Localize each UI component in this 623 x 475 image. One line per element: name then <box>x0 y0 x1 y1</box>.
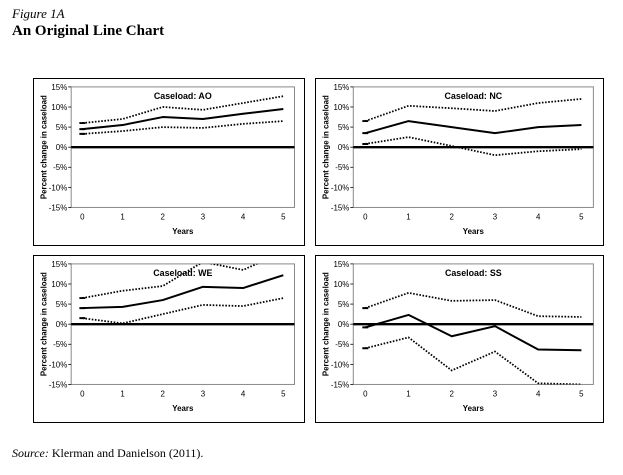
y-tick-label: 5% <box>56 300 67 309</box>
y-tick-label: 15% <box>51 260 67 269</box>
y-axis-label: Percent change in caseload <box>39 95 48 199</box>
figure-source: Source: Klerman and Danielson (2011). <box>12 446 203 461</box>
series-ci-line <box>364 98 582 122</box>
x-tick-label: 5 <box>579 389 584 398</box>
series-ci-line <box>82 95 284 124</box>
x-axis-label: Years <box>172 404 194 413</box>
panel-title: Caseload: SS <box>445 268 502 278</box>
x-tick-label: 1 <box>120 212 124 221</box>
y-tick-label: 5% <box>338 123 349 132</box>
y-tick-label: -15% <box>331 203 349 212</box>
y-tick-label: 10% <box>51 280 67 289</box>
y-tick-label: 15% <box>51 83 67 92</box>
series-ci-line <box>365 336 582 385</box>
y-tick-label: -10% <box>49 183 67 192</box>
x-tick-label: 4 <box>241 389 246 398</box>
y-tick-label: -15% <box>49 203 67 212</box>
y-tick-label: 10% <box>51 103 67 112</box>
y-tick-label: -15% <box>331 380 349 389</box>
x-tick-label: 0 <box>363 212 368 221</box>
x-tick-label: 3 <box>493 212 498 221</box>
x-tick-label: 0 <box>80 389 85 398</box>
chart-panel-ao: 15% 10% 5% 0% -5% -10% -15% 0 1 2 3 4 5 Caseload: AO Y… <box>33 78 305 246</box>
series-estimate-line <box>364 120 582 135</box>
x-tick-label: 3 <box>201 389 206 398</box>
source-text: Klerman and Danielson (2011). <box>48 446 204 460</box>
y-tick-label: -10% <box>331 360 349 369</box>
x-axis-label: Years <box>463 404 485 413</box>
y-tick-label: 0% <box>338 320 349 329</box>
x-tick-label: 2 <box>161 212 165 221</box>
figure-title: An Original Line Chart <box>12 23 165 39</box>
series-ci-line <box>82 120 284 135</box>
chart-panel-we: 15% 10% 5% 0% -5% -10% -15% 0 1 2 3 4 5 Caseload: WE Y… <box>33 255 305 423</box>
y-tick-label: 0% <box>338 143 349 152</box>
x-tick-label: 2 <box>450 212 454 221</box>
panel-title: Caseload: NC <box>444 91 502 101</box>
x-tick-label: 4 <box>536 212 541 221</box>
y-axis-label: Percent change in caseload <box>322 95 331 199</box>
x-tick-label: 3 <box>201 212 206 221</box>
y-tick-label: -10% <box>49 360 67 369</box>
x-tick-label: 1 <box>406 212 410 221</box>
x-tick-label: 4 <box>536 389 541 398</box>
x-tick-label: 0 <box>80 212 85 221</box>
y-tick-label: -10% <box>331 183 349 192</box>
y-tick-label: 15% <box>334 83 350 92</box>
y-tick-label: 5% <box>56 123 67 132</box>
chart-panel-nc: 15% 10% 5% 0% -5% -10% -15% 0 1 2 3 4 5 Caseload: NC Y… <box>315 78 604 246</box>
panel-title: Caseload: AO <box>154 91 212 101</box>
series-ci-line <box>82 297 284 325</box>
x-tick-label: 1 <box>406 389 410 398</box>
x-tick-label: 5 <box>281 212 286 221</box>
chart-panel-ss: 15% 10% 5% 0% -5% -10% -15% 0 1 2 3 4 5 Caseload: SS Y… <box>315 255 604 423</box>
y-tick-label: 10% <box>334 103 350 112</box>
x-tick-label: 5 <box>579 212 584 221</box>
x-tick-label: 2 <box>450 389 454 398</box>
y-tick-label: 5% <box>338 300 349 309</box>
x-axis-label: Years <box>463 227 485 236</box>
x-tick-label: 5 <box>281 389 286 398</box>
y-tick-label: 10% <box>334 280 350 289</box>
series-estimate-line <box>82 274 284 310</box>
panel-title: Caseload: WE <box>153 268 212 278</box>
series-ci-line <box>364 291 582 318</box>
x-tick-label: 1 <box>120 389 124 398</box>
y-tick-label: -5% <box>53 340 67 349</box>
series-estimate-line <box>82 108 284 131</box>
y-tick-label: 0% <box>56 320 67 329</box>
x-tick-label: 0 <box>363 389 368 398</box>
y-tick-label: -5% <box>53 163 67 172</box>
x-tick-label: 3 <box>493 389 498 398</box>
x-tick-label: 4 <box>241 212 246 221</box>
y-tick-label: -15% <box>49 380 67 389</box>
y-axis-label: Percent change in caseload <box>322 272 331 376</box>
y-axis-label: Percent change in caseload <box>39 272 48 376</box>
series-estimate-line <box>364 313 582 352</box>
y-tick-label: -5% <box>335 163 349 172</box>
series-ci-line <box>82 263 259 299</box>
y-tick-label: 15% <box>334 260 350 269</box>
x-axis-label: Years <box>172 227 194 236</box>
figure-label: Figure 1A <box>12 6 65 21</box>
x-tick-label: 2 <box>161 389 165 398</box>
source-prefix: Source: <box>12 446 49 460</box>
y-tick-label: 0% <box>56 143 67 152</box>
y-tick-label: -5% <box>335 340 349 349</box>
